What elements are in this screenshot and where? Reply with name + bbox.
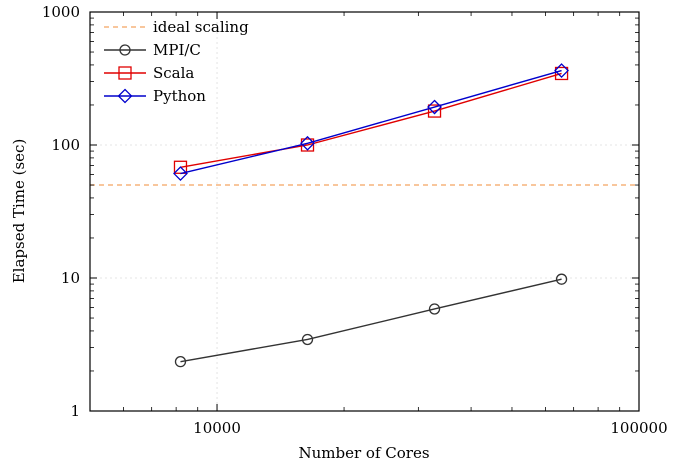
legend-label: MPI/C — [153, 41, 201, 59]
legend-label: Python — [153, 87, 206, 105]
x-tick-label: 100000 — [610, 419, 667, 437]
x-tick-label: 10000 — [193, 419, 241, 437]
x-axis-label: Number of Cores — [298, 444, 429, 462]
series-line-mpi-c — [180, 278, 562, 363]
y-axis-label: Elapsed Time (sec) — [10, 139, 28, 284]
data-point-mpi-c — [174, 355, 187, 368]
data-point-mpi-c — [555, 273, 568, 285]
data-point-python — [427, 99, 442, 115]
data-point-python — [300, 135, 315, 151]
data-point-scala — [427, 104, 442, 118]
data-point-python — [554, 63, 569, 78]
y-tick-label: 10 — [61, 269, 80, 287]
data-point-mpi-c — [428, 303, 441, 315]
series-layer — [173, 63, 569, 368]
data-point-python — [173, 166, 188, 181]
legend-marker-mpi-c — [119, 44, 131, 56]
data-point-scala — [554, 66, 569, 81]
data-point-mpi-c — [301, 333, 314, 346]
legend-label: ideal scaling — [153, 18, 249, 36]
legend-marker-scala — [118, 66, 132, 80]
legend-label: Scala — [153, 64, 194, 82]
y-tick-label: 1000 — [42, 3, 80, 21]
y-tick-label: 1 — [70, 402, 80, 420]
legend-marker-python — [117, 88, 133, 104]
ticks: 1 10 100 1000 10000 100000 — [42, 3, 668, 437]
y-tick-label: 100 — [51, 136, 80, 154]
legend: ideal scaling MPI/C Scala Python — [104, 18, 249, 105]
series-line-python — [180, 69, 562, 175]
series-line-scala — [180, 72, 562, 168]
grid — [90, 12, 639, 411]
plot-frame — [89, 11, 640, 412]
